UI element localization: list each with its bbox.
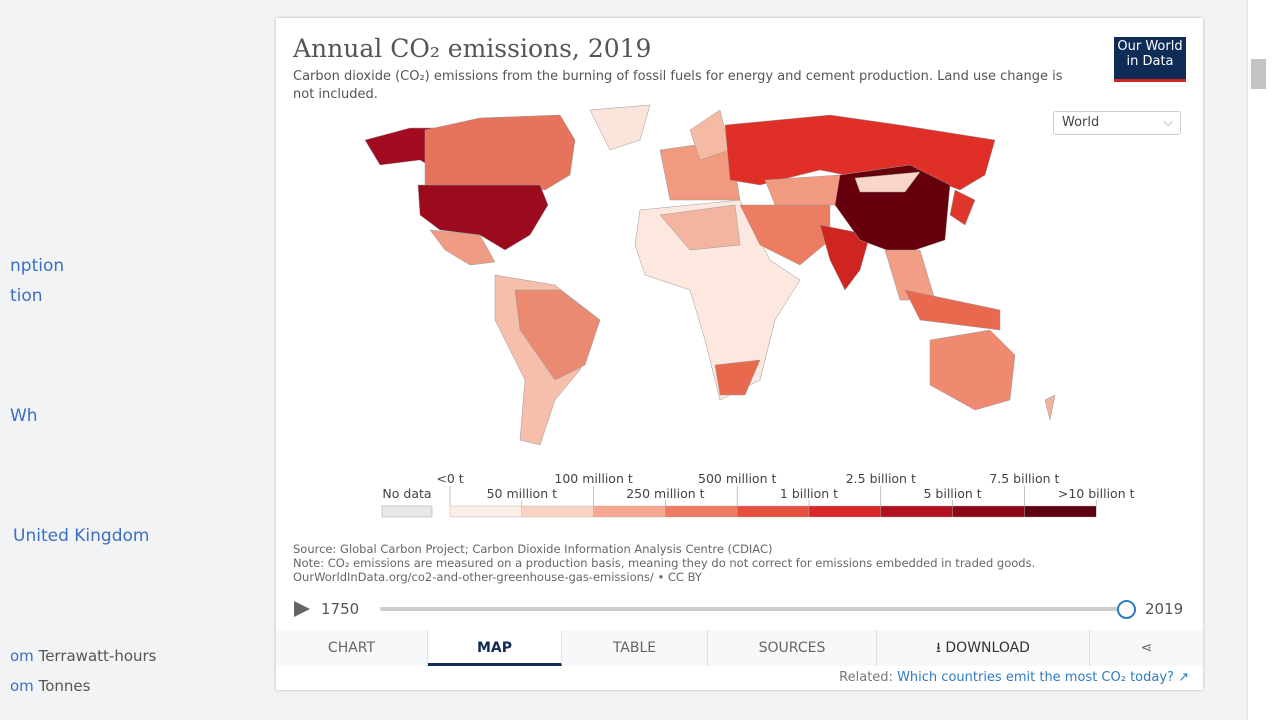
timeline-track xyxy=(380,607,1126,611)
no-data-swatch xyxy=(381,505,433,518)
country xyxy=(1044,394,1056,421)
chart-subtitle: Carbon dioxide (CO₂) emissions from the … xyxy=(293,69,1063,102)
select-value: World xyxy=(1062,115,1100,130)
source-line: Note: CO₂ emissions are measured on a pr… xyxy=(293,556,1036,570)
legend-bin xyxy=(737,505,810,518)
logo-line: in Data xyxy=(1126,54,1174,69)
legend-bin xyxy=(665,505,738,518)
legend-bin xyxy=(808,505,882,518)
source-line: OurWorldInData.org/co2-and-other-greenho… xyxy=(293,570,702,584)
legend-label: 250 million t xyxy=(626,486,704,501)
unit: Tonnes xyxy=(38,677,91,695)
sidebar-link[interactable]: om xyxy=(10,647,34,665)
source-line: Source: Global Carbon Project; Carbon Di… xyxy=(293,542,773,556)
legend-label: >10 billion t xyxy=(1058,486,1135,501)
tab-active[interactable]: MAP xyxy=(428,630,562,666)
external-icon: ↗ xyxy=(1178,670,1189,685)
country xyxy=(589,104,651,151)
timeline-handle[interactable] xyxy=(1117,600,1136,619)
sidebar-link[interactable]: nption xyxy=(10,256,65,276)
scrollbar xyxy=(1247,0,1280,720)
logo[interactable]: Our World in Data xyxy=(1114,37,1186,82)
legend-label: 1 billion t xyxy=(780,486,838,501)
legend-label: 7.5 billion t xyxy=(989,471,1059,486)
legend-label: 2.5 billion t xyxy=(846,471,916,486)
countries xyxy=(364,104,1056,446)
sidebar-link[interactable]: om xyxy=(10,677,34,695)
sidebar-link[interactable]: Wh xyxy=(10,406,38,426)
play-button[interactable] xyxy=(293,599,311,619)
timeline-start: 1750 xyxy=(321,600,360,618)
legend-label: <0 t xyxy=(436,471,463,486)
country xyxy=(714,359,761,396)
sidebar-link[interactable]: United Kingdom xyxy=(13,526,150,546)
country xyxy=(424,114,576,191)
sidebar-link[interactable]: tion xyxy=(10,286,43,306)
legend-bin xyxy=(952,505,1025,518)
tab[interactable]: ⭳ DOWNLOAD xyxy=(877,630,1090,666)
logo-line: Our World xyxy=(1117,39,1183,54)
share-tab[interactable]: ⋖ xyxy=(1090,630,1203,666)
unit: Terrawatt-hours xyxy=(38,647,157,665)
country xyxy=(417,184,549,251)
play-icon xyxy=(294,601,310,617)
no-data-label: No data xyxy=(382,486,431,501)
chart-card: Annual CO₂ emissions, 2019 Carbon dioxid… xyxy=(276,18,1203,690)
sidebar-row: om Terrawatt-hours xyxy=(10,647,157,665)
country xyxy=(764,174,841,206)
country xyxy=(904,289,1001,331)
tab[interactable]: SOURCES xyxy=(708,630,877,666)
country xyxy=(854,171,921,193)
legend-label: 100 million t xyxy=(554,471,632,486)
scroll-thumb[interactable] xyxy=(1251,59,1266,89)
tab[interactable]: TABLE xyxy=(562,630,708,666)
country xyxy=(514,289,601,381)
legend-bin xyxy=(521,505,594,518)
legend-bin xyxy=(880,505,953,518)
country xyxy=(929,329,1016,411)
tab-label: DOWNLOAD xyxy=(945,640,1030,656)
legend-bin xyxy=(1024,505,1097,518)
legend-label: 500 million t xyxy=(698,471,776,486)
sources: Source: Global Carbon Project; Carbon Di… xyxy=(293,542,1035,584)
related-link[interactable]: Which countries emit the most CO₂ today? xyxy=(897,670,1174,685)
legend-bin xyxy=(593,505,666,518)
sidebar-row: om Tonnes xyxy=(10,677,90,695)
country xyxy=(429,229,496,266)
related-label: Related: xyxy=(839,670,893,685)
country xyxy=(659,204,741,251)
region-select[interactable]: World ⌵ xyxy=(1053,111,1181,135)
country xyxy=(949,189,976,226)
timeline-end: 2019 xyxy=(1145,600,1184,618)
chevron: ⌵ xyxy=(1163,115,1173,130)
country xyxy=(739,204,831,266)
legend-bin xyxy=(449,505,523,518)
tab[interactable]: CHART xyxy=(276,630,428,666)
related: Related: Which countries emit the most C… xyxy=(839,670,1189,685)
download-icon: ⭳ xyxy=(936,640,946,656)
legend-label: 50 million t xyxy=(487,486,557,501)
chart-title: Annual CO₂ emissions, 2019 xyxy=(293,34,652,63)
legend-label: 5 billion t xyxy=(923,486,981,501)
